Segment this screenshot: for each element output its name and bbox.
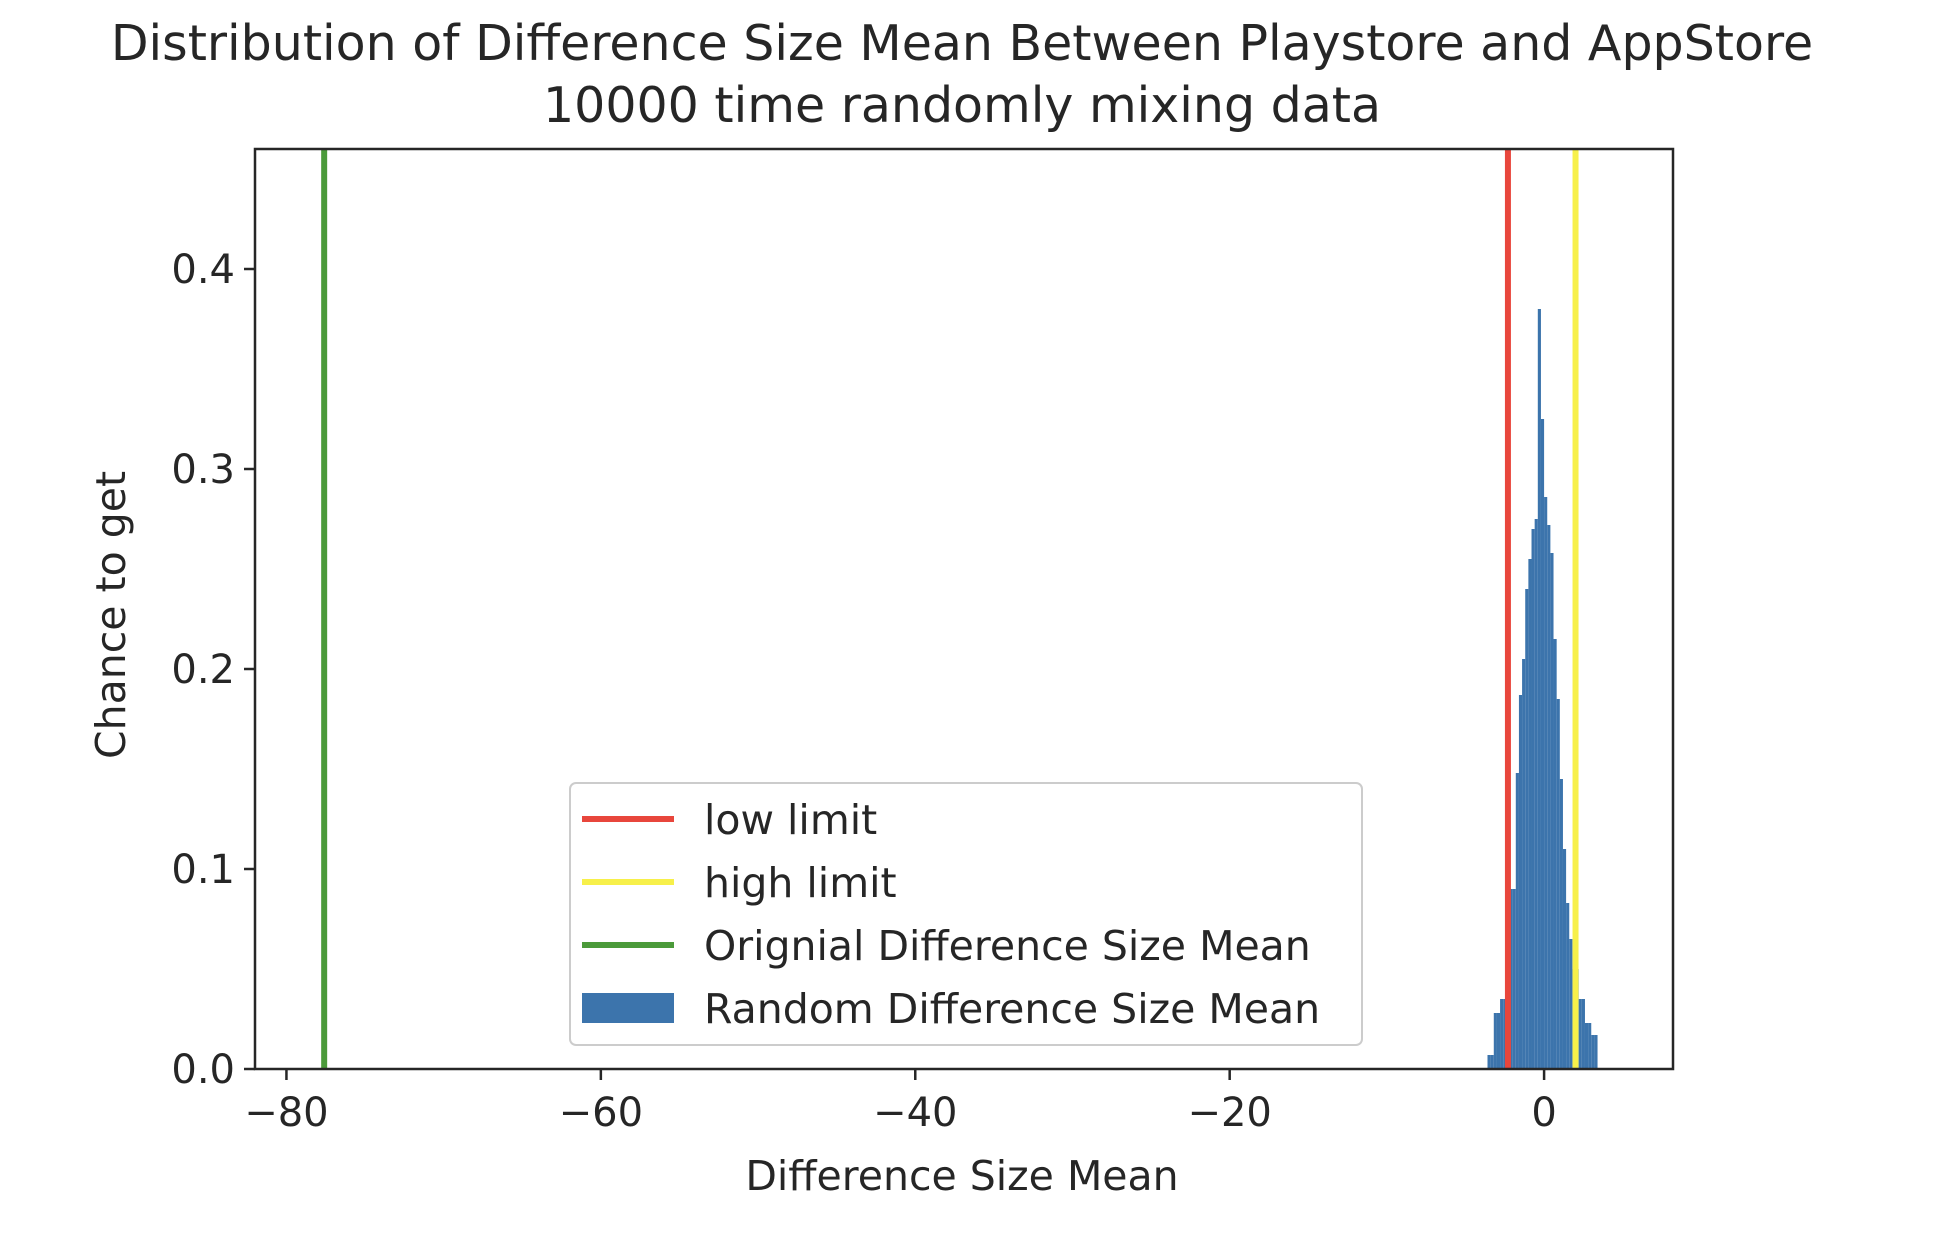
histogram-bar xyxy=(1556,699,1560,1069)
x-axis-label: Difference Size Mean xyxy=(745,1152,1178,1200)
plot-area xyxy=(253,147,1675,1071)
x-tick-label: 0 xyxy=(1531,1090,1556,1136)
plot-frame xyxy=(253,147,1675,1071)
y-axis-label: Chance to get xyxy=(87,471,135,759)
histogram-bar xyxy=(1562,849,1567,1069)
histogram-bar xyxy=(1591,1035,1595,1069)
y-tick-label: 0.3 xyxy=(171,447,235,493)
histogram-bar xyxy=(1537,309,1541,1069)
histogram-bar xyxy=(1493,1013,1497,1069)
histogram-bar xyxy=(1490,1055,1494,1069)
histogram-bar xyxy=(1566,903,1570,1069)
legend: low limit high limit Orignial Difference S… xyxy=(569,782,1363,1046)
legend-entry-label: Random Difference Size Mean xyxy=(704,985,1320,1033)
histogram-bar xyxy=(1528,559,1532,1069)
histogram-bar xyxy=(1509,889,1513,1069)
legend-patch-swatch xyxy=(582,993,674,1023)
x-axis: −80 −60 −40 −20 0 xyxy=(244,1069,1557,1136)
y-tick-label: 0.0 xyxy=(171,1047,235,1093)
y-tick-label: 0.1 xyxy=(171,847,235,893)
histogram-bar xyxy=(1581,999,1585,1069)
histogram-bar xyxy=(1553,639,1557,1069)
plot-marks xyxy=(321,149,1598,1069)
legend-box xyxy=(569,782,1363,1046)
y-tick-label: 0.2 xyxy=(171,647,235,693)
histogram-bar xyxy=(1496,1013,1501,1069)
histogram-bar xyxy=(1515,773,1519,1069)
x-tick-label: −80 xyxy=(244,1090,328,1136)
histogram-bar xyxy=(1588,1023,1592,1069)
histogram-bar xyxy=(1534,519,1538,1069)
histogram-bar xyxy=(1584,1023,1589,1069)
y-axis: 0.0 0.1 0.2 0.3 0.4 xyxy=(171,247,255,1093)
legend-entry-label: Orignial Difference Size Mean xyxy=(704,922,1311,970)
histogram-bar xyxy=(1531,529,1535,1069)
legend-entry-label: low limit xyxy=(704,796,877,844)
chart-subtitle: 10000 time randomly mixing data xyxy=(543,77,1381,134)
histogram-bar xyxy=(1487,1055,1491,1069)
histogram-bar xyxy=(1540,419,1545,1069)
histogram-bar xyxy=(1547,525,1551,1069)
x-tick-label: −40 xyxy=(873,1090,957,1136)
histogram-bar xyxy=(1503,999,1507,1069)
histogram-bar xyxy=(1594,1035,1598,1069)
legend-entry-label: high limit xyxy=(704,859,897,907)
histogram-bar xyxy=(1500,999,1504,1069)
histogram-bar xyxy=(1544,497,1548,1069)
chart-title: Distribution of Difference Size Mean Bet… xyxy=(111,15,1813,72)
y-tick-label: 0.4 xyxy=(171,247,235,293)
histogram-bar xyxy=(1569,939,1573,1069)
x-tick-label: −20 xyxy=(1187,1090,1271,1136)
histogram-bar xyxy=(1578,999,1582,1069)
histogram-bar xyxy=(1525,589,1529,1069)
histogram-bar xyxy=(1512,889,1516,1069)
histogram-bar xyxy=(1522,659,1526,1069)
histogram-bar xyxy=(1518,695,1523,1069)
histogram-bar xyxy=(1559,779,1563,1069)
x-tick-label: −60 xyxy=(559,1090,643,1136)
histogram-bar xyxy=(1550,553,1554,1069)
